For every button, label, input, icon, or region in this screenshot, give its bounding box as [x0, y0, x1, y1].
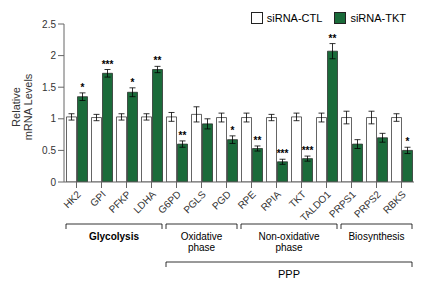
- svg-text:G6PD: G6PD: [156, 189, 183, 216]
- svg-text:GPI: GPI: [88, 189, 108, 209]
- svg-text:*: *: [131, 77, 135, 88]
- svg-text:*: *: [231, 125, 235, 136]
- html-text:siRNA-CTL: siRNA-CTL: [266, 12, 323, 24]
- svg-text:Non-oxidativephase: Non-oxidativephase: [258, 231, 320, 253]
- svg-text:PGLS: PGLS: [181, 188, 208, 215]
- svg-text:1.5: 1.5: [42, 82, 56, 93]
- svg-text:PPP: PPP: [278, 268, 300, 280]
- svg-text:PFKP: PFKP: [107, 188, 133, 214]
- svg-text:RPIA: RPIA: [259, 188, 284, 213]
- svg-text:LDHA: LDHA: [131, 188, 158, 215]
- svg-text:RBKS: RBKS: [381, 188, 408, 215]
- svg-text:***: ***: [102, 59, 114, 70]
- svg-text:*: *: [406, 136, 410, 147]
- svg-text:***: ***: [277, 148, 289, 159]
- svg-text:TKT: TKT: [287, 189, 308, 210]
- svg-text:Oxidativephase: Oxidativephase: [181, 231, 223, 253]
- svg-text:2.5: 2.5: [42, 19, 56, 30]
- svg-text:RPE: RPE: [236, 188, 259, 211]
- svg-text:*: *: [81, 82, 85, 93]
- svg-text:1: 1: [50, 113, 56, 124]
- svg-text:RelativemRNA Levels: RelativemRNA Levels: [10, 73, 34, 140]
- svg-text:TALDO1: TALDO1: [298, 188, 333, 223]
- svg-text:**: **: [329, 33, 337, 44]
- svg-text:**: **: [179, 130, 187, 141]
- svg-text:PRPS2: PRPS2: [352, 188, 383, 219]
- svg-text:Biosynthesis: Biosynthesis: [348, 231, 404, 242]
- svg-text:PGD: PGD: [210, 189, 233, 212]
- svg-text:0: 0: [50, 177, 56, 188]
- svg-text:2: 2: [50, 50, 56, 61]
- svg-text:HK2: HK2: [61, 188, 83, 210]
- svg-text:**: **: [154, 55, 162, 66]
- svg-text:0.5: 0.5: [42, 145, 56, 156]
- svg-text:***: ***: [302, 145, 314, 156]
- svg-text:PRPS1: PRPS1: [327, 188, 358, 219]
- svg-text:**: **: [254, 135, 262, 146]
- svg-text:Glycolysis: Glycolysis: [89, 231, 139, 242]
- html-text:siRNA-TKT: siRNA-TKT: [350, 12, 406, 24]
